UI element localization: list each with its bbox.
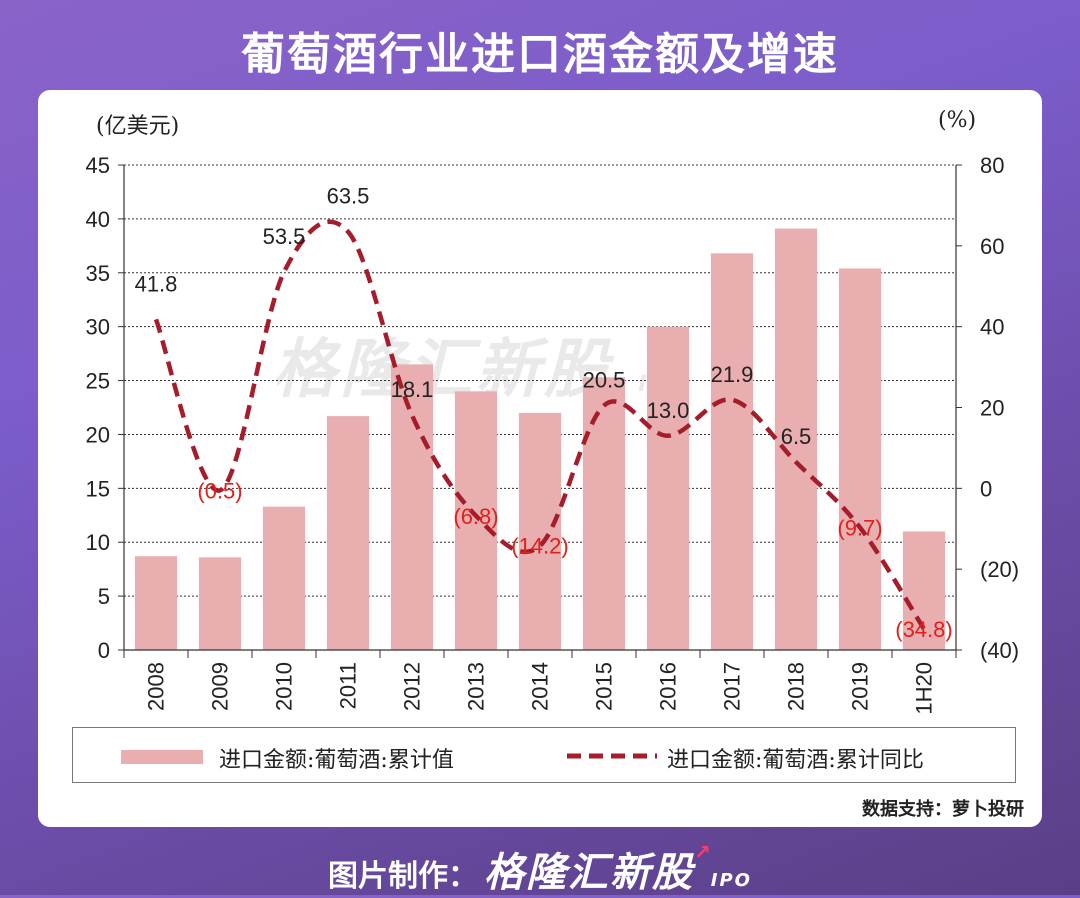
footer-brand-suffix: IPO	[710, 870, 752, 891]
bar	[902, 531, 946, 650]
page-title: 葡萄酒行业进口酒金额及增速	[241, 29, 839, 80]
x-tick-label: 2010	[272, 662, 297, 711]
right-tick-label: 0	[980, 476, 992, 501]
left-tick-label: 30	[86, 315, 110, 340]
growth-data-label: (9.7)	[837, 516, 882, 541]
x-tick-label: 2009	[208, 662, 233, 711]
right-tick-label: (40)	[980, 638, 1019, 663]
left-tick-label: 25	[86, 369, 110, 394]
growth-data-label: (34.8)	[895, 617, 952, 642]
bar	[262, 506, 306, 650]
data-source: 数据支持：萝卜投研	[862, 799, 1024, 820]
x-tick-label: 2017	[720, 662, 745, 711]
left-axis-unit: (亿美元)	[96, 114, 180, 139]
x-tick-label: 2008	[144, 662, 169, 711]
left-tick-label: 10	[86, 530, 110, 555]
footer: 图片制作： 格隆汇新股↗ IPO	[0, 840, 1080, 898]
left-tick-label: 45	[86, 153, 110, 178]
right-tick-label: 80	[980, 153, 1004, 178]
x-tick-label: 2014	[528, 662, 553, 711]
watermark-text: 格隆汇新股	[272, 333, 612, 407]
bar	[710, 253, 754, 650]
right-tick-label: 40	[980, 315, 1004, 340]
x-tick-label: 2011	[336, 662, 361, 709]
growth-data-label: 18.1	[391, 377, 434, 402]
legend-label-bar: 进口金额:葡萄酒:累计值	[219, 748, 454, 773]
growth-line	[153, 219, 926, 631]
left-tick-label: 40	[86, 207, 110, 232]
bar	[390, 364, 434, 650]
x-tick-label: 2015	[592, 662, 617, 711]
right-axis-unit: (%)	[938, 108, 977, 133]
x-tick-label: 2012	[400, 662, 425, 711]
growth-data-label: 53.5	[263, 224, 306, 249]
footer-brand: 格隆汇新股	[484, 850, 695, 896]
growth-data-label: 41.8	[135, 271, 178, 296]
left-tick-label: 15	[86, 476, 110, 501]
growth-data-label: 13.0	[647, 398, 690, 423]
bar	[326, 416, 370, 650]
bar	[582, 377, 626, 650]
bar	[198, 557, 242, 650]
bar	[838, 268, 882, 650]
left-tick-label: 5	[98, 584, 110, 609]
legend-label-line: 进口金额:葡萄酒:累计同比	[667, 748, 924, 773]
legend-line-swatch	[567, 753, 657, 759]
growth-data-label: (14.2)	[511, 534, 568, 559]
x-tick-label: 2016	[656, 662, 681, 711]
bar	[646, 326, 690, 650]
x-tick-label: 2019	[848, 662, 873, 711]
legend-bar-swatch	[121, 750, 203, 764]
right-tick-label: 20	[980, 396, 1004, 421]
right-tick-label: (20)	[980, 557, 1019, 582]
growth-data-label: 6.5	[781, 424, 812, 449]
x-tick-label: 2018	[784, 662, 809, 711]
x-tick-label: 2013	[464, 662, 489, 711]
left-tick-label: 20	[86, 422, 110, 447]
chart-legend: 进口金额:葡萄酒:累计值 进口金额:葡萄酒:累计同比	[72, 727, 1016, 783]
right-tick-label: 60	[980, 234, 1004, 259]
growth-data-label: 63.5	[327, 184, 370, 209]
bar	[518, 412, 562, 650]
growth-data-label: 20.5	[583, 367, 626, 392]
growth-data-label: (0.5)	[197, 478, 242, 503]
bar	[774, 228, 818, 651]
left-tick-label: 35	[86, 261, 110, 286]
left-tick-label: 0	[98, 638, 110, 663]
x-tick-label: 1H20	[912, 662, 937, 715]
bar	[134, 556, 178, 650]
footer-label: 图片制作：	[328, 859, 479, 894]
bar	[454, 391, 498, 650]
growth-data-label: (6.8)	[453, 504, 498, 529]
trend-arrow-icon: ↗	[694, 840, 711, 864]
growth-data-label: 21.9	[711, 362, 754, 387]
